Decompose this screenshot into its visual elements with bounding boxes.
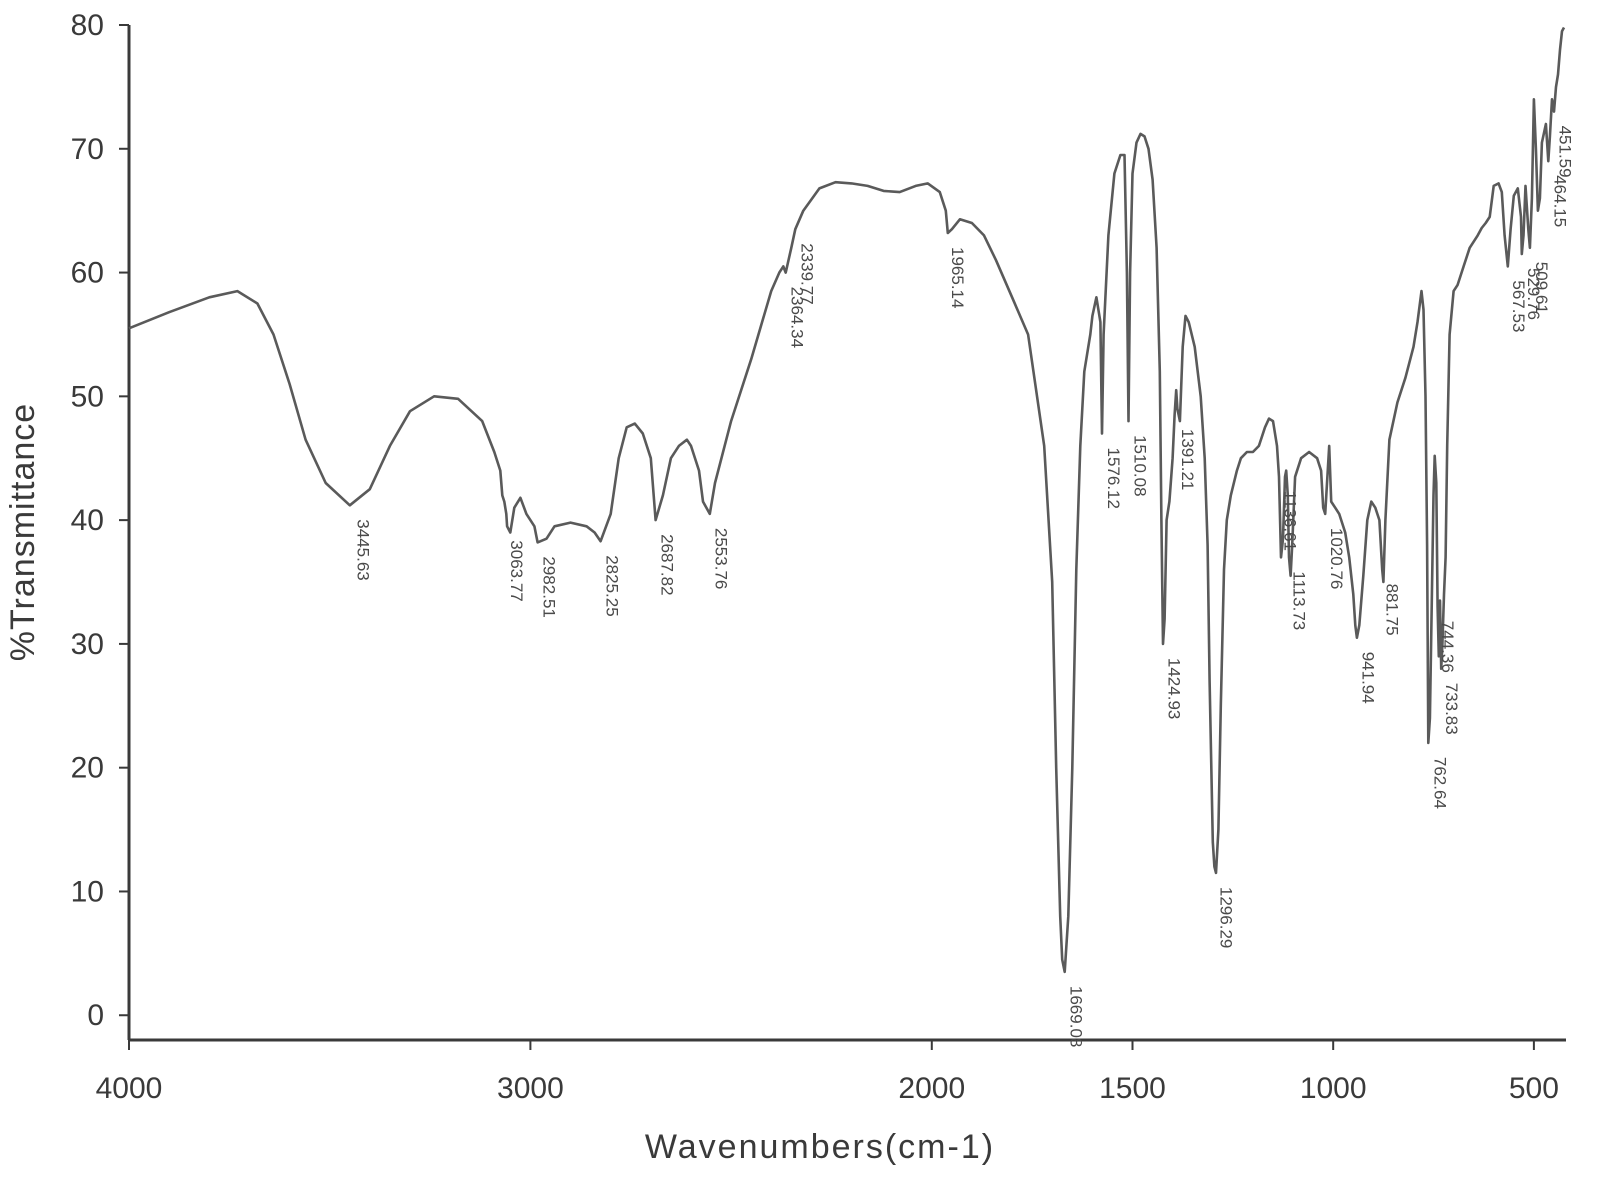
peak-label-567.53: 567.53: [1509, 280, 1528, 332]
y-tick-label-80: 80: [71, 9, 104, 42]
y-axis-title: %Transmittance: [4, 403, 42, 661]
peak-label-1391.21: 1391.21: [1178, 429, 1197, 490]
peak-label-2982.51: 2982.51: [539, 556, 558, 617]
y-tick-label-30: 30: [71, 628, 104, 661]
y-tick-label-0: 0: [87, 999, 104, 1032]
peak-label-3445.63: 3445.63: [354, 519, 373, 580]
peak-label-1136.61: 1136.61: [1280, 491, 1299, 551]
peak-label-941.94: 941.94: [1359, 652, 1378, 704]
x-tick-label-1000: 1000: [1300, 1072, 1367, 1105]
peak-label-1296.29: 1296.29: [1216, 887, 1235, 948]
x-axis-ticks: 4000 3000 2000 1500 1000 500: [96, 1040, 1559, 1105]
y-tick-label-50: 50: [71, 380, 104, 413]
x-tick-label-2000: 2000: [898, 1072, 965, 1105]
peak-label-1510.08: 1510.08: [1130, 435, 1149, 496]
peak-label-1020.76: 1020.76: [1327, 528, 1346, 589]
peak-label-2364.34: 2364.34: [788, 287, 807, 348]
x-tick-label-3000: 3000: [497, 1072, 564, 1105]
y-tick-label-10: 10: [71, 875, 104, 908]
peak-labels: 3445.63 3063.77 2982.51 2825.25 2687.82 2553.…: [354, 126, 1575, 1048]
peak-label-3063.77: 3063.77: [507, 540, 526, 601]
y-tick-label-20: 20: [71, 752, 104, 785]
peak-label-2687.82: 2687.82: [658, 534, 677, 595]
x-tick-label-1500: 1500: [1099, 1072, 1166, 1105]
peak-label-1965.14: 1965.14: [948, 247, 967, 308]
peak-label-1669.08: 1669.08: [1067, 986, 1086, 1047]
peak-label-733.83: 733.83: [1442, 683, 1461, 735]
y-axis-ticks: 0 10 20 30 40 50 60 70 80: [71, 9, 129, 1032]
peak-label-1113.73: 1113.73: [1290, 571, 1309, 630]
peak-label-464.15: 464.15: [1550, 175, 1569, 227]
peak-label-2339.77: 2339.77: [797, 243, 816, 304]
y-tick-label-40: 40: [71, 504, 104, 537]
peak-label-744.36: 744.36: [1438, 621, 1457, 673]
y-tick-label-60: 60: [71, 257, 104, 290]
series-group: [128, 26, 1566, 974]
x-axis-title: Wavenumbers(cm-1): [645, 1128, 995, 1166]
x-tick-label-500: 500: [1509, 1072, 1559, 1105]
peak-label-1576.12: 1576.12: [1104, 448, 1123, 509]
plot-frame: [127, 25, 1566, 1042]
spectrum-line-0: [128, 26, 1566, 974]
x-tick-label-4000: 4000: [96, 1072, 163, 1105]
peak-label-2553.76: 2553.76: [712, 528, 731, 589]
peak-label-881.75: 881.75: [1383, 584, 1402, 636]
y-tick-label-70: 70: [71, 133, 104, 166]
peak-label-762.64: 762.64: [1431, 757, 1450, 809]
peak-label-1424.93: 1424.93: [1165, 658, 1184, 719]
peak-label-2825.25: 2825.25: [603, 555, 622, 616]
peak-label-529.76: 529.76: [1524, 268, 1543, 320]
peak-label-451.59: 451.59: [1555, 126, 1574, 178]
peak-label-509.61: 509.61: [1532, 262, 1551, 314]
